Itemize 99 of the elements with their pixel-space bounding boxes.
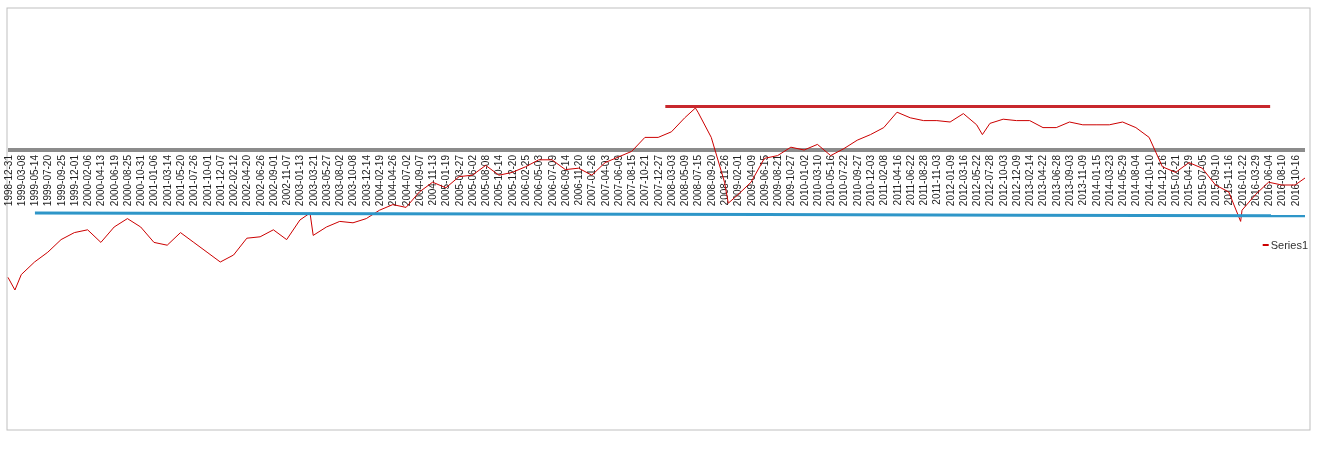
x-tick-label: 2010-01-02 xyxy=(798,154,810,207)
x-tick-label: 2016-06-04 xyxy=(1263,154,1275,207)
x-tick-label: 2007-01-26 xyxy=(586,154,598,207)
x-tick-label: 2009-04-09 xyxy=(745,154,757,207)
x-tick-label: 2015-09-10 xyxy=(1209,154,1221,207)
x-tick-label: 2008-07-15 xyxy=(692,154,704,207)
x-tick-label: 2001-10-01 xyxy=(201,154,213,207)
x-tick-label: 2007-08-15 xyxy=(626,154,638,207)
x-tick-label: 2003-05-27 xyxy=(320,154,332,207)
x-tick-label: 2016-10-16 xyxy=(1289,154,1301,207)
x-tick-label: 1999-12-01 xyxy=(68,154,80,207)
x-tick-label: 2004-02-19 xyxy=(374,154,386,207)
x-tick-label: 2002-02-12 xyxy=(228,154,240,207)
x-tick-label: 2010-09-27 xyxy=(851,154,863,207)
x-tick-label: 2003-12-14 xyxy=(360,154,372,207)
x-tick-label: 2005-10-14 xyxy=(493,154,505,207)
x-tick-label: 2014-05-29 xyxy=(1117,154,1129,207)
x-tick-label: 2010-07-22 xyxy=(838,154,850,207)
x-tick-label: 2003-10-08 xyxy=(347,154,359,207)
x-tick-label: 2015-07-05 xyxy=(1196,154,1208,207)
x-tick-label: 2009-02-01 xyxy=(732,154,744,207)
x-tick-label: 2011-11-03 xyxy=(931,154,943,205)
x-tick-label: 2003-08-02 xyxy=(334,154,346,207)
x-tick-label: 2004-04-26 xyxy=(387,154,399,207)
x-tick-label: 2007-12-27 xyxy=(652,154,664,207)
x-tick-label: 1999-05-14 xyxy=(29,154,41,207)
x-tick-label: 2010-05-16 xyxy=(825,154,837,207)
x-tick-label: 2005-03-27 xyxy=(453,154,465,207)
x-tick-label: 2012-01-09 xyxy=(944,154,956,207)
x-tick-label: 2012-07-28 xyxy=(984,154,996,207)
x-tick-label: 2015-04-29 xyxy=(1183,154,1195,207)
x-tick-label: 2004-11-13 xyxy=(427,154,439,206)
x-tick-label: 2015-02-21 xyxy=(1170,154,1182,207)
x-tick-label: 2009-10-27 xyxy=(785,154,797,207)
x-tick-label: 2006-11-20 xyxy=(573,154,585,206)
x-tick-label: 2002-11-07 xyxy=(281,154,293,206)
x-tick-label: 2007-06-09 xyxy=(612,154,624,207)
x-tick-label: 2001-05-20 xyxy=(175,154,186,207)
x-tick-label: 2006-09-14 xyxy=(559,154,571,207)
x-tick-label: 2006-07-09 xyxy=(546,154,558,207)
x-tick-label: 2000-04-13 xyxy=(95,154,107,207)
x-tick-label: 2013-09-03 xyxy=(1064,154,1076,207)
x-tick-label: 2001-12-07 xyxy=(214,154,226,207)
x-tick-label: 2001-03-14 xyxy=(161,154,173,207)
x-tick-label: 2010-03-10 xyxy=(811,154,823,207)
x-tick-label: 2008-11-26 xyxy=(719,154,731,206)
x-tick-label: 2009-08-21 xyxy=(772,154,784,207)
x-tick-label: 1999-07-20 xyxy=(42,154,54,207)
x-tick-label: 2005-12-20 xyxy=(506,154,518,207)
x-tick-label: 2010-12-03 xyxy=(864,154,876,207)
x-tick-label: 2008-05-09 xyxy=(679,154,691,207)
x-tick-label: 2013-04-22 xyxy=(1037,154,1049,207)
x-tick-label: 2008-03-03 xyxy=(665,154,677,207)
x-tick-label: 2012-05-22 xyxy=(971,154,983,207)
x-tick-label: 2000-10-31 xyxy=(135,154,147,207)
x-tick-label: 2014-08-04 xyxy=(1130,154,1142,207)
x-tick-label: 2011-04-16 xyxy=(891,154,903,206)
x-tick-label: 2005-01-19 xyxy=(440,154,452,207)
x-tick-label: 2011-08-28 xyxy=(918,154,930,206)
x-tick-label: 2005-06-02 xyxy=(466,154,478,207)
x-tick-label: 2013-06-28 xyxy=(1050,154,1062,207)
x-tick-label: 2001-01-06 xyxy=(148,154,160,207)
x-tick-label: 2011-02-08 xyxy=(878,154,890,206)
x-tick-label: 1999-03-08 xyxy=(15,154,27,207)
x-tick-label: 2004-07-02 xyxy=(400,154,412,207)
x-tick-label: 2008-09-20 xyxy=(705,154,717,207)
x-tick-label: 2012-12-09 xyxy=(1010,154,1022,207)
x-tick-label: 2011-06-22 xyxy=(904,154,916,206)
x-tick-label: 2015-11-16 xyxy=(1223,154,1235,206)
x-tick-label: 2000-06-19 xyxy=(108,154,120,207)
x-tick-label: 2005-08-08 xyxy=(480,154,492,207)
x-tick-label: 2006-02-25 xyxy=(519,154,531,207)
x-tick-label: 2002-06-26 xyxy=(254,154,266,207)
x-tick-label: 2013-11-09 xyxy=(1077,154,1089,206)
x-tick-label: 2012-10-03 xyxy=(997,154,1009,207)
x-tick-label: 2006-05-03 xyxy=(533,154,545,207)
x-tick-label: 2007-04-03 xyxy=(599,154,611,207)
x-tick-label: 2007-10-21 xyxy=(639,154,651,207)
x-tick-label: 2001-07-26 xyxy=(188,154,200,207)
x-tick-label: 2016-01-22 xyxy=(1236,154,1248,207)
x-tick-label: 2003-03-21 xyxy=(307,154,319,207)
x-tick-label: 2002-09-01 xyxy=(267,154,279,207)
x-tick-label: 1999-09-25 xyxy=(55,154,67,207)
x-tick-label: 2000-02-06 xyxy=(82,154,94,207)
x-tick-label: 1998-12-31 xyxy=(2,154,14,207)
x-tick-label: 2003-01-13 xyxy=(294,154,306,207)
x-tick-label: 2009-06-15 xyxy=(758,154,770,207)
x-tick-label: 2002-04-20 xyxy=(241,154,253,207)
x-tick-label: 2016-08-10 xyxy=(1276,154,1288,207)
x-tick-label: 2012-03-16 xyxy=(957,154,969,207)
x-tick-label: 2014-12-16 xyxy=(1156,154,1168,207)
x-tick-label: 2000-08-25 xyxy=(121,154,133,207)
x-tick-label: 2014-01-15 xyxy=(1090,154,1102,207)
legend-label: Series1 xyxy=(1270,239,1308,251)
x-tick-label: 2014-03-23 xyxy=(1103,154,1115,207)
x-tick-label: 2004-09-07 xyxy=(413,154,425,207)
x-tick-label: 2014-10-10 xyxy=(1143,154,1155,207)
x-tick-label: 2016-03-29 xyxy=(1249,154,1261,207)
x-tick-label: 2013-02-14 xyxy=(1024,154,1036,207)
